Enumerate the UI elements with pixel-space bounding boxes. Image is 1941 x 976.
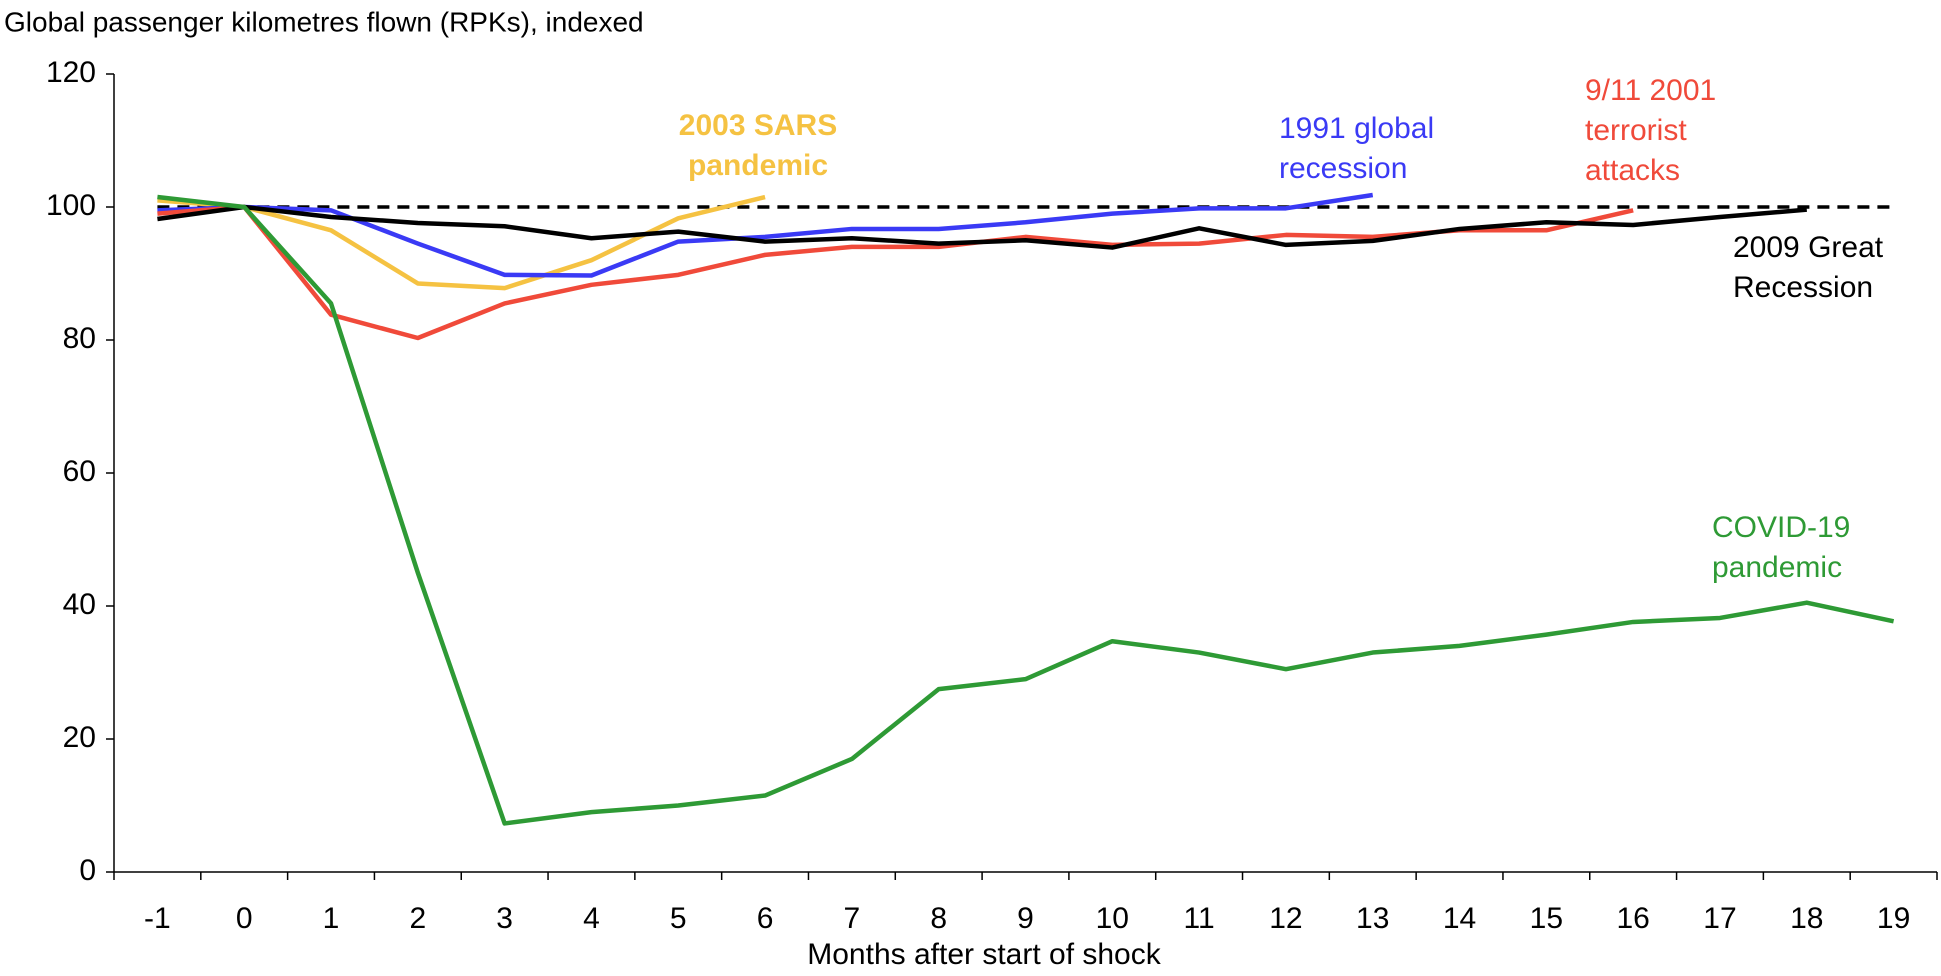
y-tick-label: 120 xyxy=(46,56,96,89)
annotation: recession xyxy=(1279,152,1407,185)
x-tick-label: 13 xyxy=(1356,902,1389,935)
y-tick-label: 20 xyxy=(63,721,96,754)
x-tick-label: 5 xyxy=(670,902,687,935)
series-line xyxy=(157,194,1895,826)
annotation: terrorist xyxy=(1585,114,1687,147)
chart-title: Global passenger kilometres flown (RPKs)… xyxy=(4,6,644,37)
annotation: 2003 SARS xyxy=(679,109,837,142)
x-axis-label: Months after start of shock xyxy=(807,938,1161,971)
series-line xyxy=(157,204,1807,250)
x-tick-label: 12 xyxy=(1269,902,1302,935)
x-tick-label: 2 xyxy=(409,902,426,935)
x-tick-label: -1 xyxy=(144,902,171,935)
x-tick-label: 4 xyxy=(583,902,600,935)
x-tick-label: 18 xyxy=(1790,902,1823,935)
x-tick-label: 7 xyxy=(844,902,861,935)
y-tick-label: 60 xyxy=(63,455,96,488)
x-tick-label: 19 xyxy=(1877,902,1910,935)
annotation: 9/11 2001 xyxy=(1585,74,1716,107)
x-tick-label: 9 xyxy=(1017,902,1034,935)
y-tick-label: 40 xyxy=(63,588,96,621)
x-tick-label: 6 xyxy=(757,902,774,935)
x-tick-label: 3 xyxy=(496,902,513,935)
y-tick-label: 80 xyxy=(63,322,96,355)
y-tick-label: 0 xyxy=(79,854,96,887)
x-tick-label: 17 xyxy=(1703,902,1736,935)
annotation: pandemic xyxy=(688,149,828,182)
series-line xyxy=(157,204,1634,341)
annotation: 1991 global xyxy=(1279,112,1434,145)
annotation: attacks xyxy=(1585,154,1680,187)
annotation: COVID-19 xyxy=(1712,511,1850,544)
x-tick-label: 1 xyxy=(323,902,340,935)
x-tick-label: 15 xyxy=(1530,902,1563,935)
x-tick-label: 11 xyxy=(1184,902,1215,935)
x-tick-label: 0 xyxy=(236,902,253,935)
x-tick-label: 16 xyxy=(1616,902,1649,935)
x-tick-label: 10 xyxy=(1096,902,1129,935)
annotation: 2009 Great xyxy=(1733,231,1884,264)
y-tick-label: 100 xyxy=(46,189,96,222)
annotation: pandemic xyxy=(1712,551,1842,584)
series-line xyxy=(157,192,1374,278)
x-tick-label: 14 xyxy=(1443,902,1476,935)
annotation: Recession xyxy=(1733,271,1873,304)
x-tick-label: 8 xyxy=(930,902,947,935)
